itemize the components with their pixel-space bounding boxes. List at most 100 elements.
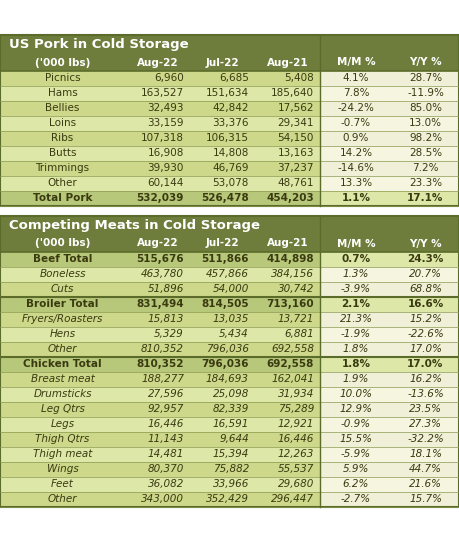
Text: Other: Other [48,178,78,188]
Text: 32,493: 32,493 [147,103,184,113]
Bar [125,281,190,296]
Bar [190,235,255,252]
Text: 30,742: 30,742 [278,284,314,294]
Text: -0.9%: -0.9% [341,419,371,429]
Bar [125,446,190,461]
Bar [320,461,392,477]
Text: 44.7%: 44.7% [409,464,442,474]
Text: 31,934: 31,934 [278,389,314,399]
Bar [255,215,320,235]
Text: Aug-22: Aug-22 [137,57,178,68]
Text: 80,370: 80,370 [148,464,184,474]
Bar [0,296,125,312]
Text: 6,881: 6,881 [284,329,314,339]
Text: 16.6%: 16.6% [408,299,444,309]
Text: Jul-22: Jul-22 [206,57,239,68]
Text: 457,866: 457,866 [206,269,249,279]
Text: 188,277: 188,277 [141,374,184,384]
Text: 15,813: 15,813 [148,314,184,324]
Bar [190,85,255,101]
Bar [0,85,125,101]
Text: -0.7%: -0.7% [341,118,371,128]
Text: 5.9%: 5.9% [343,464,369,474]
Text: 15,394: 15,394 [213,449,249,459]
Bar [320,477,392,492]
Bar [0,70,125,85]
Text: 23.5%: 23.5% [409,404,442,414]
Bar [392,130,459,146]
Bar [125,461,190,477]
Text: 92,957: 92,957 [148,404,184,414]
Text: 16,591: 16,591 [213,419,249,429]
Text: 2.1%: 2.1% [341,299,370,309]
Text: 15.5%: 15.5% [340,434,373,444]
Bar [125,372,190,386]
Bar [320,401,392,417]
Text: 16.2%: 16.2% [409,374,442,384]
Text: 12.9%: 12.9% [340,404,373,414]
Text: Ribs: Ribs [51,133,73,143]
Bar [0,190,125,206]
Bar [320,175,392,190]
Text: 162,041: 162,041 [271,374,314,384]
Text: ('000 lbs): ('000 lbs) [35,239,90,248]
Text: 12,263: 12,263 [278,449,314,459]
Bar [125,341,190,357]
Text: -13.6%: -13.6% [407,389,444,399]
Bar [190,477,255,492]
Bar [255,55,320,70]
Text: 33,376: 33,376 [213,118,249,128]
Bar [255,357,320,372]
Bar [320,55,392,70]
Text: 55,537: 55,537 [278,464,314,474]
Bar [255,190,320,206]
Bar [190,130,255,146]
Text: -11.9%: -11.9% [407,88,444,98]
Text: 7.2%: 7.2% [412,163,439,173]
Text: 21.3%: 21.3% [340,314,373,324]
Text: 42,842: 42,842 [213,103,249,113]
Bar [125,55,190,70]
Bar [255,115,320,130]
Text: -32.2%: -32.2% [407,434,444,444]
Bar [255,296,320,312]
Bar [0,35,459,206]
Text: 1.1%: 1.1% [341,193,370,203]
Bar [320,386,392,401]
Text: 53,078: 53,078 [213,178,249,188]
Text: 107,318: 107,318 [141,133,184,143]
Text: Bellies: Bellies [45,103,80,113]
Bar [255,341,320,357]
Bar [392,312,459,327]
Text: 28.7%: 28.7% [409,73,442,83]
Bar [0,146,125,161]
Bar [190,341,255,357]
Text: 7.8%: 7.8% [343,88,369,98]
Text: Total Pork: Total Pork [33,193,92,203]
Bar [320,492,392,506]
Bar [125,432,190,446]
Bar [392,252,459,267]
Text: 27.3%: 27.3% [409,419,442,429]
Bar [320,357,392,372]
Text: 28.5%: 28.5% [409,148,442,158]
Bar [190,55,255,70]
Bar [320,70,392,85]
Text: 17.0%: 17.0% [407,359,444,369]
Text: Competing Meats in Cold Storage: Competing Meats in Cold Storage [9,219,260,232]
Text: 29,341: 29,341 [278,118,314,128]
Bar [125,101,190,115]
Bar [0,115,125,130]
Text: Other: Other [48,344,77,354]
Text: 68.8%: 68.8% [409,284,442,294]
Bar [392,267,459,281]
Text: 9,644: 9,644 [219,434,249,444]
Text: 352,429: 352,429 [206,494,249,504]
Text: Aug-22: Aug-22 [137,239,178,248]
Text: 296,447: 296,447 [271,494,314,504]
Bar [190,446,255,461]
Bar [125,35,190,55]
Bar [392,296,459,312]
Bar [0,327,125,341]
Bar [255,35,320,55]
